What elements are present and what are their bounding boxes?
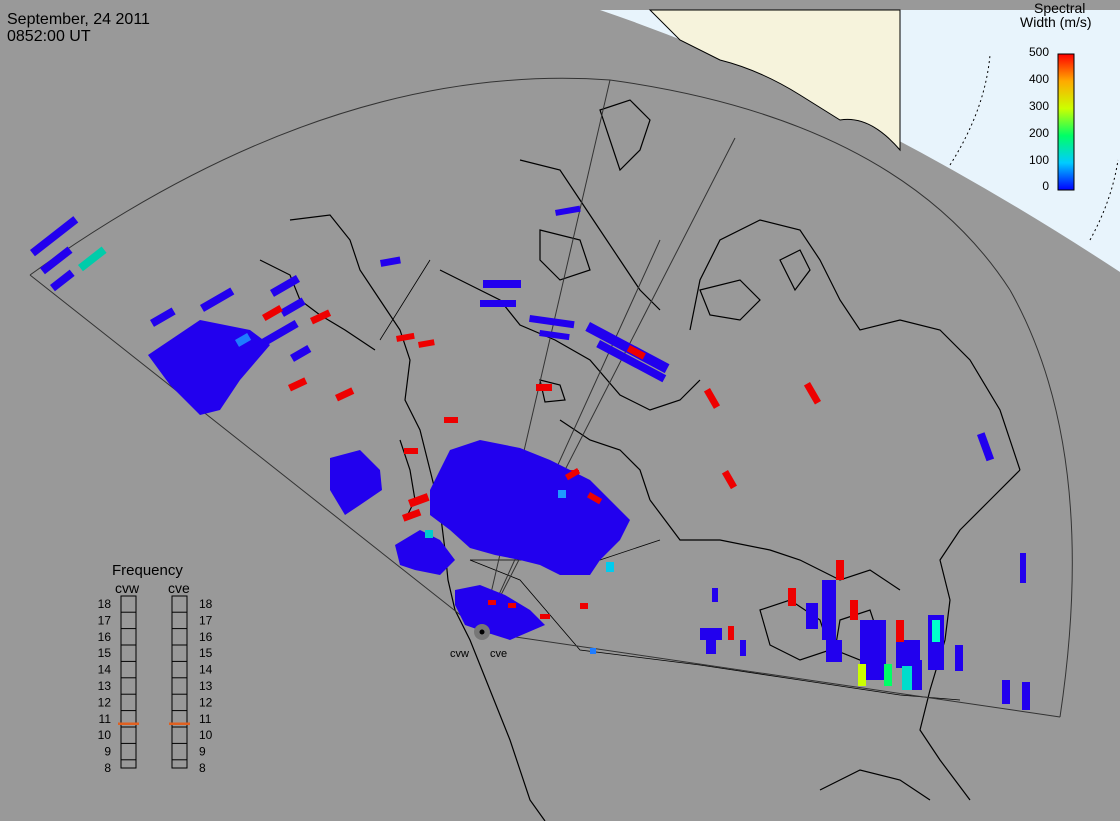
frequency-tick-left: 16	[98, 630, 112, 644]
frequency-tick-right: 13	[199, 679, 213, 693]
frequency-label-cve: cve	[168, 580, 190, 596]
frequency-tick-left: 17	[98, 613, 112, 627]
time-label: 0852:00 UT	[7, 28, 91, 45]
frequency-tick-right: 9	[199, 745, 206, 759]
frequency-tick-right: 16	[199, 630, 213, 644]
coastlines	[259, 99, 1021, 821]
scatter-echoes	[30, 205, 1030, 710]
frequency-tick-right: 8	[199, 761, 206, 775]
colorbar-tick-200: 200	[1029, 126, 1049, 140]
frequency-tick-left: 13	[98, 679, 112, 693]
colorbar-title-1: Spectral	[1034, 0, 1085, 16]
spectral-width-colorbar: Spectral Width (m/s) 500 400 300 200 100…	[1020, 0, 1092, 193]
radar-sites	[474, 624, 490, 640]
frequency-scale-right: 18 17 16 15 14 13 12 11 10 9 8	[199, 597, 213, 775]
latitude-circle	[949, 54, 991, 166]
colorbar-title-2: Width (m/s)	[1020, 14, 1092, 30]
frequency-tick-left: 14	[98, 663, 112, 677]
colorbar-tick-300: 300	[1029, 99, 1049, 113]
frequency-tick-right: 10	[199, 728, 213, 742]
colorbar-tick-0: 0	[1042, 179, 1049, 193]
frequency-label-cvw: cvw	[115, 580, 140, 596]
frequency-tick-left: 18	[98, 597, 112, 611]
frequency-tick-left: 10	[98, 728, 112, 742]
colorbar-tick-100: 100	[1029, 153, 1049, 167]
frequency-tick-left: 12	[98, 695, 112, 709]
frequency-tick-right: 15	[199, 646, 213, 660]
frequency-tick-right: 11	[199, 712, 212, 726]
frequency-tick-right: 12	[199, 695, 213, 709]
colorbar-tick-500: 500	[1029, 45, 1049, 59]
colorbar-tick-400: 400	[1029, 72, 1049, 86]
frequency-column-cve	[171, 595, 188, 769]
date-label: September, 24 2011	[7, 11, 150, 28]
frequency-tick-right: 18	[199, 597, 213, 611]
daylight-region	[600, 10, 1120, 272]
frequency-panel: Frequency cvw cve 18 17 16 15 14 13 12 11 10 9 8 1…	[98, 562, 213, 775]
frequency-bars	[118, 595, 190, 769]
frequency-tick-right: 14	[199, 663, 213, 677]
station-label-cvw: cvw	[450, 648, 469, 660]
greenland-daylit	[648, 9, 901, 152]
frequency-tick-left: 8	[104, 761, 111, 775]
frequency-scale-left: 18 17 16 15 14 13 12 11 10 9 8	[98, 597, 112, 775]
frequency-tick-left: 11	[99, 712, 112, 726]
frequency-column-cvw	[120, 595, 137, 769]
frequency-tick-right: 17	[199, 613, 213, 627]
frequency-tick-left: 9	[104, 745, 111, 759]
station-label-cve: cve	[490, 648, 507, 660]
frequency-tick-left: 15	[98, 646, 112, 660]
frequency-title: Frequency	[112, 562, 183, 579]
